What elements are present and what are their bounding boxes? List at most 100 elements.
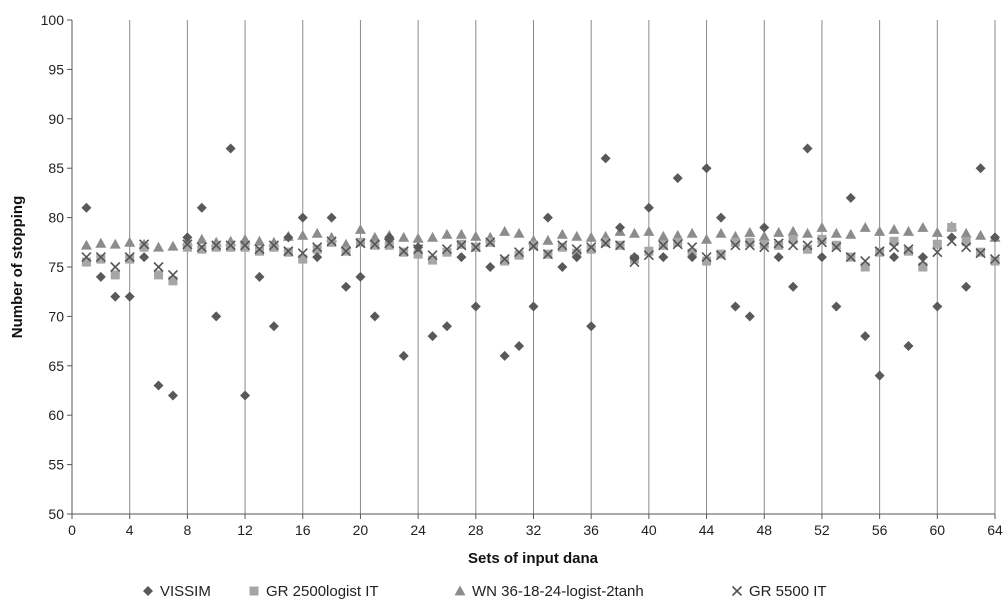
point-cross-36 <box>586 242 597 253</box>
point-cross-50 <box>788 240 799 251</box>
point-cross-18 <box>326 236 337 247</box>
point-cross-60 <box>932 247 943 258</box>
point-triangle-24 <box>412 232 424 243</box>
point-diamond-61 <box>946 232 957 243</box>
point-square-7 <box>168 276 178 286</box>
point-square-26 <box>442 247 452 257</box>
point-square-3 <box>110 270 120 280</box>
point-square-64 <box>990 256 1000 266</box>
legend-label: VISSIM <box>160 583 211 600</box>
point-diamond-48 <box>759 222 770 233</box>
point-cross-54 <box>845 252 856 263</box>
point-square-24 <box>413 249 423 259</box>
point-triangle-50 <box>787 225 799 236</box>
point-cross-25 <box>427 250 438 261</box>
point-triangle-62 <box>960 227 972 238</box>
point-cross-44 <box>701 252 712 263</box>
point-diamond-39 <box>629 252 640 263</box>
point-diamond-44 <box>701 163 712 174</box>
point-triangle-33 <box>542 234 554 245</box>
point-diamond-62 <box>961 281 972 292</box>
point-cross-42 <box>672 239 683 250</box>
point-square-48 <box>759 239 769 249</box>
point-triangle-42 <box>672 229 684 240</box>
point-diamond-38 <box>615 222 626 233</box>
point-cross-7 <box>167 269 179 280</box>
point-diamond-20 <box>355 271 366 282</box>
point-cross-27 <box>456 240 467 251</box>
point-diamond-7 <box>167 390 178 401</box>
point-triangle-59 <box>917 221 929 232</box>
point-square-58 <box>903 246 913 256</box>
point-triangle-60 <box>931 226 943 237</box>
point-triangle-25 <box>427 231 439 242</box>
y-axis-ticks: 50 55 60 65 70 75 80 85 90 95 100 <box>41 12 72 522</box>
point-square-11 <box>226 242 236 252</box>
point-cross-19 <box>340 246 352 257</box>
point-diamond-37 <box>600 153 611 164</box>
point-diamond-47 <box>744 311 755 322</box>
y-axis-title: Number of stopping <box>9 196 26 339</box>
point-cross-28 <box>470 242 481 253</box>
point-cross-16 <box>297 248 308 259</box>
point-square-16 <box>298 254 308 264</box>
point-cross-22 <box>384 238 395 249</box>
point-cross-35 <box>571 244 582 255</box>
x-axis-title: Sets of input dana <box>468 550 599 567</box>
point-cross-15 <box>283 246 294 257</box>
point-cross-45 <box>715 250 727 261</box>
point-diamond-14 <box>268 321 279 332</box>
y-tick-label: 50 <box>48 506 64 522</box>
point-diamond-10 <box>211 311 222 322</box>
point-cross-9 <box>196 242 207 253</box>
point-cross-32 <box>528 241 539 252</box>
point-diamond-58 <box>903 341 914 352</box>
x-tick-label: 4 <box>126 522 134 538</box>
point-square-25 <box>428 255 438 265</box>
point-cross-64 <box>989 254 1001 265</box>
point-square-31 <box>514 250 524 260</box>
point-triangle-21 <box>369 231 381 242</box>
x-tick-label: 28 <box>468 522 484 538</box>
y-tick-label: 75 <box>48 259 64 275</box>
y-tick-label: 55 <box>48 457 64 473</box>
point-triangle-3 <box>109 238 121 249</box>
point-cross-21 <box>369 239 380 250</box>
point-cross-1 <box>81 252 92 263</box>
point-square-4 <box>125 254 135 264</box>
point-square-61 <box>947 222 957 232</box>
point-square-5 <box>139 242 149 252</box>
point-diamond-5 <box>139 252 150 263</box>
x-tick-label: 48 <box>756 522 772 538</box>
point-triangle-39 <box>628 227 640 238</box>
point-diamond-13 <box>254 271 265 282</box>
point-cross-20 <box>355 238 366 249</box>
point-square-14 <box>269 242 279 252</box>
point-cross-56 <box>874 246 885 257</box>
point-square-60 <box>932 239 942 249</box>
point-triangle-19 <box>340 238 352 249</box>
point-cross-55 <box>860 256 871 267</box>
legend-label: GR 2500logist IT <box>266 583 379 600</box>
data-points <box>80 143 1001 401</box>
point-triangle-1 <box>80 239 92 250</box>
point-square-40 <box>644 246 654 256</box>
x-tick-label: 36 <box>583 522 599 538</box>
point-triangle-20 <box>354 223 366 234</box>
point-square-49 <box>774 240 784 250</box>
point-triangle-55 <box>859 221 871 232</box>
x-tick-label: 60 <box>930 522 946 538</box>
point-diamond-31 <box>514 341 525 352</box>
point-diamond-33 <box>542 212 553 223</box>
point-cross-37 <box>600 238 611 249</box>
point-triangle-7 <box>167 240 179 251</box>
point-cross-48 <box>759 242 770 253</box>
point-diamond-41 <box>658 252 669 263</box>
point-diamond-54 <box>845 192 856 203</box>
point-square-52 <box>817 234 827 244</box>
point-triangle-41 <box>657 230 669 241</box>
point-square-36 <box>586 244 596 254</box>
point-cross-4 <box>124 252 135 263</box>
point-triangle-53 <box>830 227 842 238</box>
